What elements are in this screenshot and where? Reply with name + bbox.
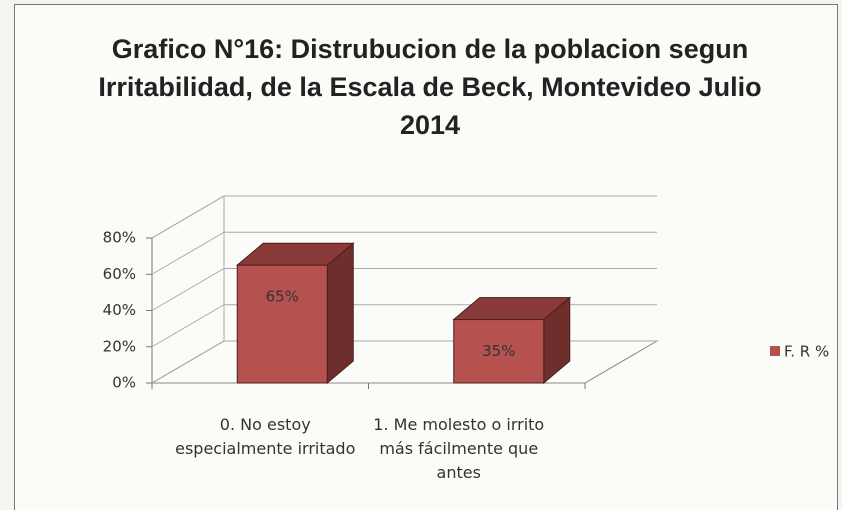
- x-tick-label: 1. Me molesto o irrito más fácilmente qu…: [373, 415, 545, 482]
- grid-line: [151, 231, 657, 275]
- grid-line: [151, 304, 657, 348]
- bar-side: [326, 242, 354, 385]
- grid-line: [151, 195, 657, 239]
- y-tick-label: 0%: [112, 374, 136, 392]
- back-wall: [151, 195, 657, 239]
- chart-frame: [14, 4, 838, 510]
- y-tick-label: 20%: [103, 337, 136, 355]
- legend-swatch: [770, 346, 780, 356]
- y-tick-label: 40%: [103, 301, 136, 319]
- floor: [150, 340, 659, 384]
- y-tick-label: 60%: [103, 265, 136, 283]
- bar: [236, 264, 328, 384]
- y-tick-label: 80%: [103, 229, 136, 247]
- chart-title: Grafico N°16: Distrubucion de la poblaci…: [98, 34, 762, 140]
- grid-line: [151, 340, 657, 384]
- data-label: 35%: [482, 342, 515, 360]
- bar: [453, 319, 545, 384]
- legend-label: F. R %: [784, 343, 829, 361]
- x-tick-label: 0. No estoy especialmente irritado: [175, 415, 356, 458]
- data-label: 65%: [266, 288, 299, 306]
- grid-line: [151, 268, 657, 311]
